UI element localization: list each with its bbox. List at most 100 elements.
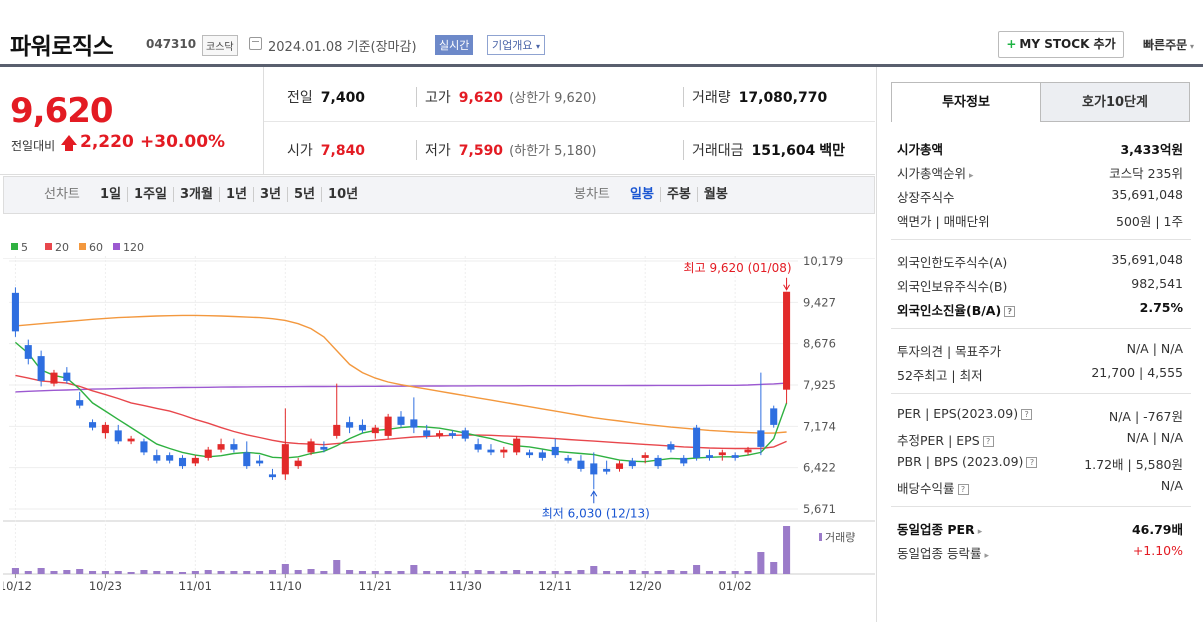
chevron-right-icon: ▸ xyxy=(969,171,974,181)
sector-per-label[interactable]: 동일업종 PER ▸ xyxy=(897,519,982,538)
help-icon[interactable]: ? xyxy=(1021,409,1033,420)
tab-line-0[interactable]: 1일 xyxy=(94,187,129,202)
candle-chart-label: 봉차트 xyxy=(574,187,610,202)
per-label: PER | EPS(2023.09)? xyxy=(897,406,1033,421)
high-price: 고가 9,620 (상한가 9,620) xyxy=(416,87,596,107)
prev-value: 7,400 xyxy=(320,90,366,106)
volume-bar xyxy=(153,571,161,574)
market-cap-rank-row[interactable]: 시가총액순위 ▸ 코스닥 235위 xyxy=(897,163,1183,183)
candle-body xyxy=(243,452,251,467)
candle-body xyxy=(217,444,225,450)
volume-bar xyxy=(140,570,148,574)
y-tick-label: 5,671 xyxy=(803,502,836,516)
plus-icon: + xyxy=(1006,37,1017,51)
calendar-icon xyxy=(249,37,262,50)
realtime-button[interactable]: 실시간 xyxy=(435,35,474,55)
candle-body xyxy=(50,372,58,384)
market-cap-label: 시가총액 xyxy=(897,142,944,157)
sector-per-text: 동일업종 PER xyxy=(897,522,975,537)
y-tick-label: 7,925 xyxy=(803,378,836,392)
shares-value: 35,691,048 xyxy=(1111,187,1183,202)
tab-line-2[interactable]: 3개월 xyxy=(174,187,220,202)
tab-line-6[interactable]: 10년 xyxy=(328,187,359,202)
market-cap-rank-label[interactable]: 시가총액순위 ▸ xyxy=(897,163,974,182)
pbr-label-text: PBR | BPS (2023.09) xyxy=(897,454,1024,469)
candle-body xyxy=(615,463,624,469)
candle-body xyxy=(153,455,161,461)
chart-period-tabs: 선차트 1일 1주일 3개월 1년 3년 5년 10년 봉차트 일봉 주봉 월봉 xyxy=(3,176,875,214)
candle-body xyxy=(680,457,688,464)
chevron-down-icon: ▾ xyxy=(535,42,540,51)
candle-body xyxy=(693,427,701,458)
volume-bar xyxy=(37,568,45,574)
dividend-value: N/A xyxy=(1160,478,1183,493)
tab-line-4[interactable]: 3년 xyxy=(254,187,289,202)
candle-body xyxy=(731,455,739,458)
sector-change-label[interactable]: 동일업종 등락률 ▸ xyxy=(897,543,989,562)
candle-body xyxy=(718,452,726,456)
help-icon[interactable]: ? xyxy=(957,484,969,495)
tab-investment-info[interactable]: 투자정보 xyxy=(891,82,1041,122)
volume-bar xyxy=(230,571,238,574)
foreign-limit-row: 외국인한도주식수(A) 35,691,048 xyxy=(897,252,1183,272)
candle-body xyxy=(436,433,444,436)
sector-per-row[interactable]: 동일업종 PER ▸ 46.79배 xyxy=(897,519,1183,539)
sector-change-row[interactable]: 동일업종 등락률 ▸ +1.10% xyxy=(897,543,1183,563)
volume-bar xyxy=(294,570,302,574)
volume-bar xyxy=(63,570,71,574)
volume-bar xyxy=(513,570,521,574)
tab-candle-1[interactable]: 주봉 xyxy=(660,187,698,202)
tab-candle-0[interactable]: 일봉 xyxy=(624,187,661,202)
help-icon[interactable]: ? xyxy=(982,436,994,447)
opinion-label: 투자의견 | 목표주가 xyxy=(897,344,1002,359)
candle-body xyxy=(256,460,264,464)
quick-order-menu[interactable]: 빠른주문 ▾ xyxy=(1143,36,1194,53)
company-info-label: 기업개요 xyxy=(492,39,533,52)
volume-bar xyxy=(217,571,225,574)
my-stock-add-button[interactable]: + MY STOCK 추가 xyxy=(998,31,1124,58)
help-icon[interactable]: ? xyxy=(1026,457,1038,468)
tab-line-1[interactable]: 1주일 xyxy=(128,187,175,202)
volume-bar xyxy=(320,571,328,574)
foreign-ratio-row: 외국인소진율(B/A)? 2.75% xyxy=(897,300,1183,320)
candle-chart-group: 봉차트 일봉 주봉 월봉 xyxy=(574,177,734,213)
line-chart-label: 선차트 xyxy=(44,187,80,202)
chart-frame xyxy=(3,258,875,259)
volume-bar xyxy=(127,572,135,574)
volume-bar xyxy=(551,571,559,574)
volume-bar xyxy=(423,571,431,574)
tab-line-5[interactable]: 5년 xyxy=(288,187,323,202)
candle-body xyxy=(641,455,649,458)
chevron-right-icon: ▸ xyxy=(977,527,983,537)
candle-body xyxy=(268,474,277,478)
candle-body xyxy=(371,427,379,434)
volume-bar xyxy=(603,571,611,574)
candle-body xyxy=(770,408,778,425)
y-tick-label: 9,427 xyxy=(803,295,836,309)
legend-swatch-5 xyxy=(11,243,18,250)
sector-per-value: 46.79배 xyxy=(1131,522,1183,537)
candlestick-chart[interactable]: 5 20 60 120 10,179 9,427 8,676 7,925 7,174 6,422 5… xyxy=(3,230,875,600)
volume-bar xyxy=(384,571,392,574)
tab-candle-2[interactable]: 월봉 xyxy=(703,187,728,202)
open-price: 시가 7,840 xyxy=(287,140,365,160)
legend-swatch-120 xyxy=(113,243,120,250)
amount-value: 151,604 xyxy=(751,143,816,159)
volume-bar xyxy=(436,571,444,574)
open-value: 7,840 xyxy=(320,143,366,159)
week52-label: 52주최고 | 최저 xyxy=(897,368,983,383)
par-value: 500원 | 1주 xyxy=(1116,214,1183,229)
volume-bar xyxy=(24,571,32,574)
candle-body xyxy=(783,291,791,390)
volume-bar xyxy=(358,571,366,574)
chart-canvas[interactable]: 5 20 60 120 10,179 9,427 8,676 7,925 7,174 6,422 5… xyxy=(3,230,875,600)
help-icon[interactable]: ? xyxy=(1004,306,1016,317)
tab-order-book[interactable]: 호가10단계 xyxy=(1040,82,1190,122)
volume-value: 17,080,770 xyxy=(738,90,828,106)
est-per-value: N/A | N/A xyxy=(1126,430,1183,445)
tab-line-3[interactable]: 1년 xyxy=(219,187,254,202)
company-info-dropdown[interactable]: 기업개요 ▾ xyxy=(487,35,545,55)
volume-label: 거래량 xyxy=(692,90,731,106)
candle-body xyxy=(397,416,405,425)
candle-body xyxy=(564,457,572,461)
